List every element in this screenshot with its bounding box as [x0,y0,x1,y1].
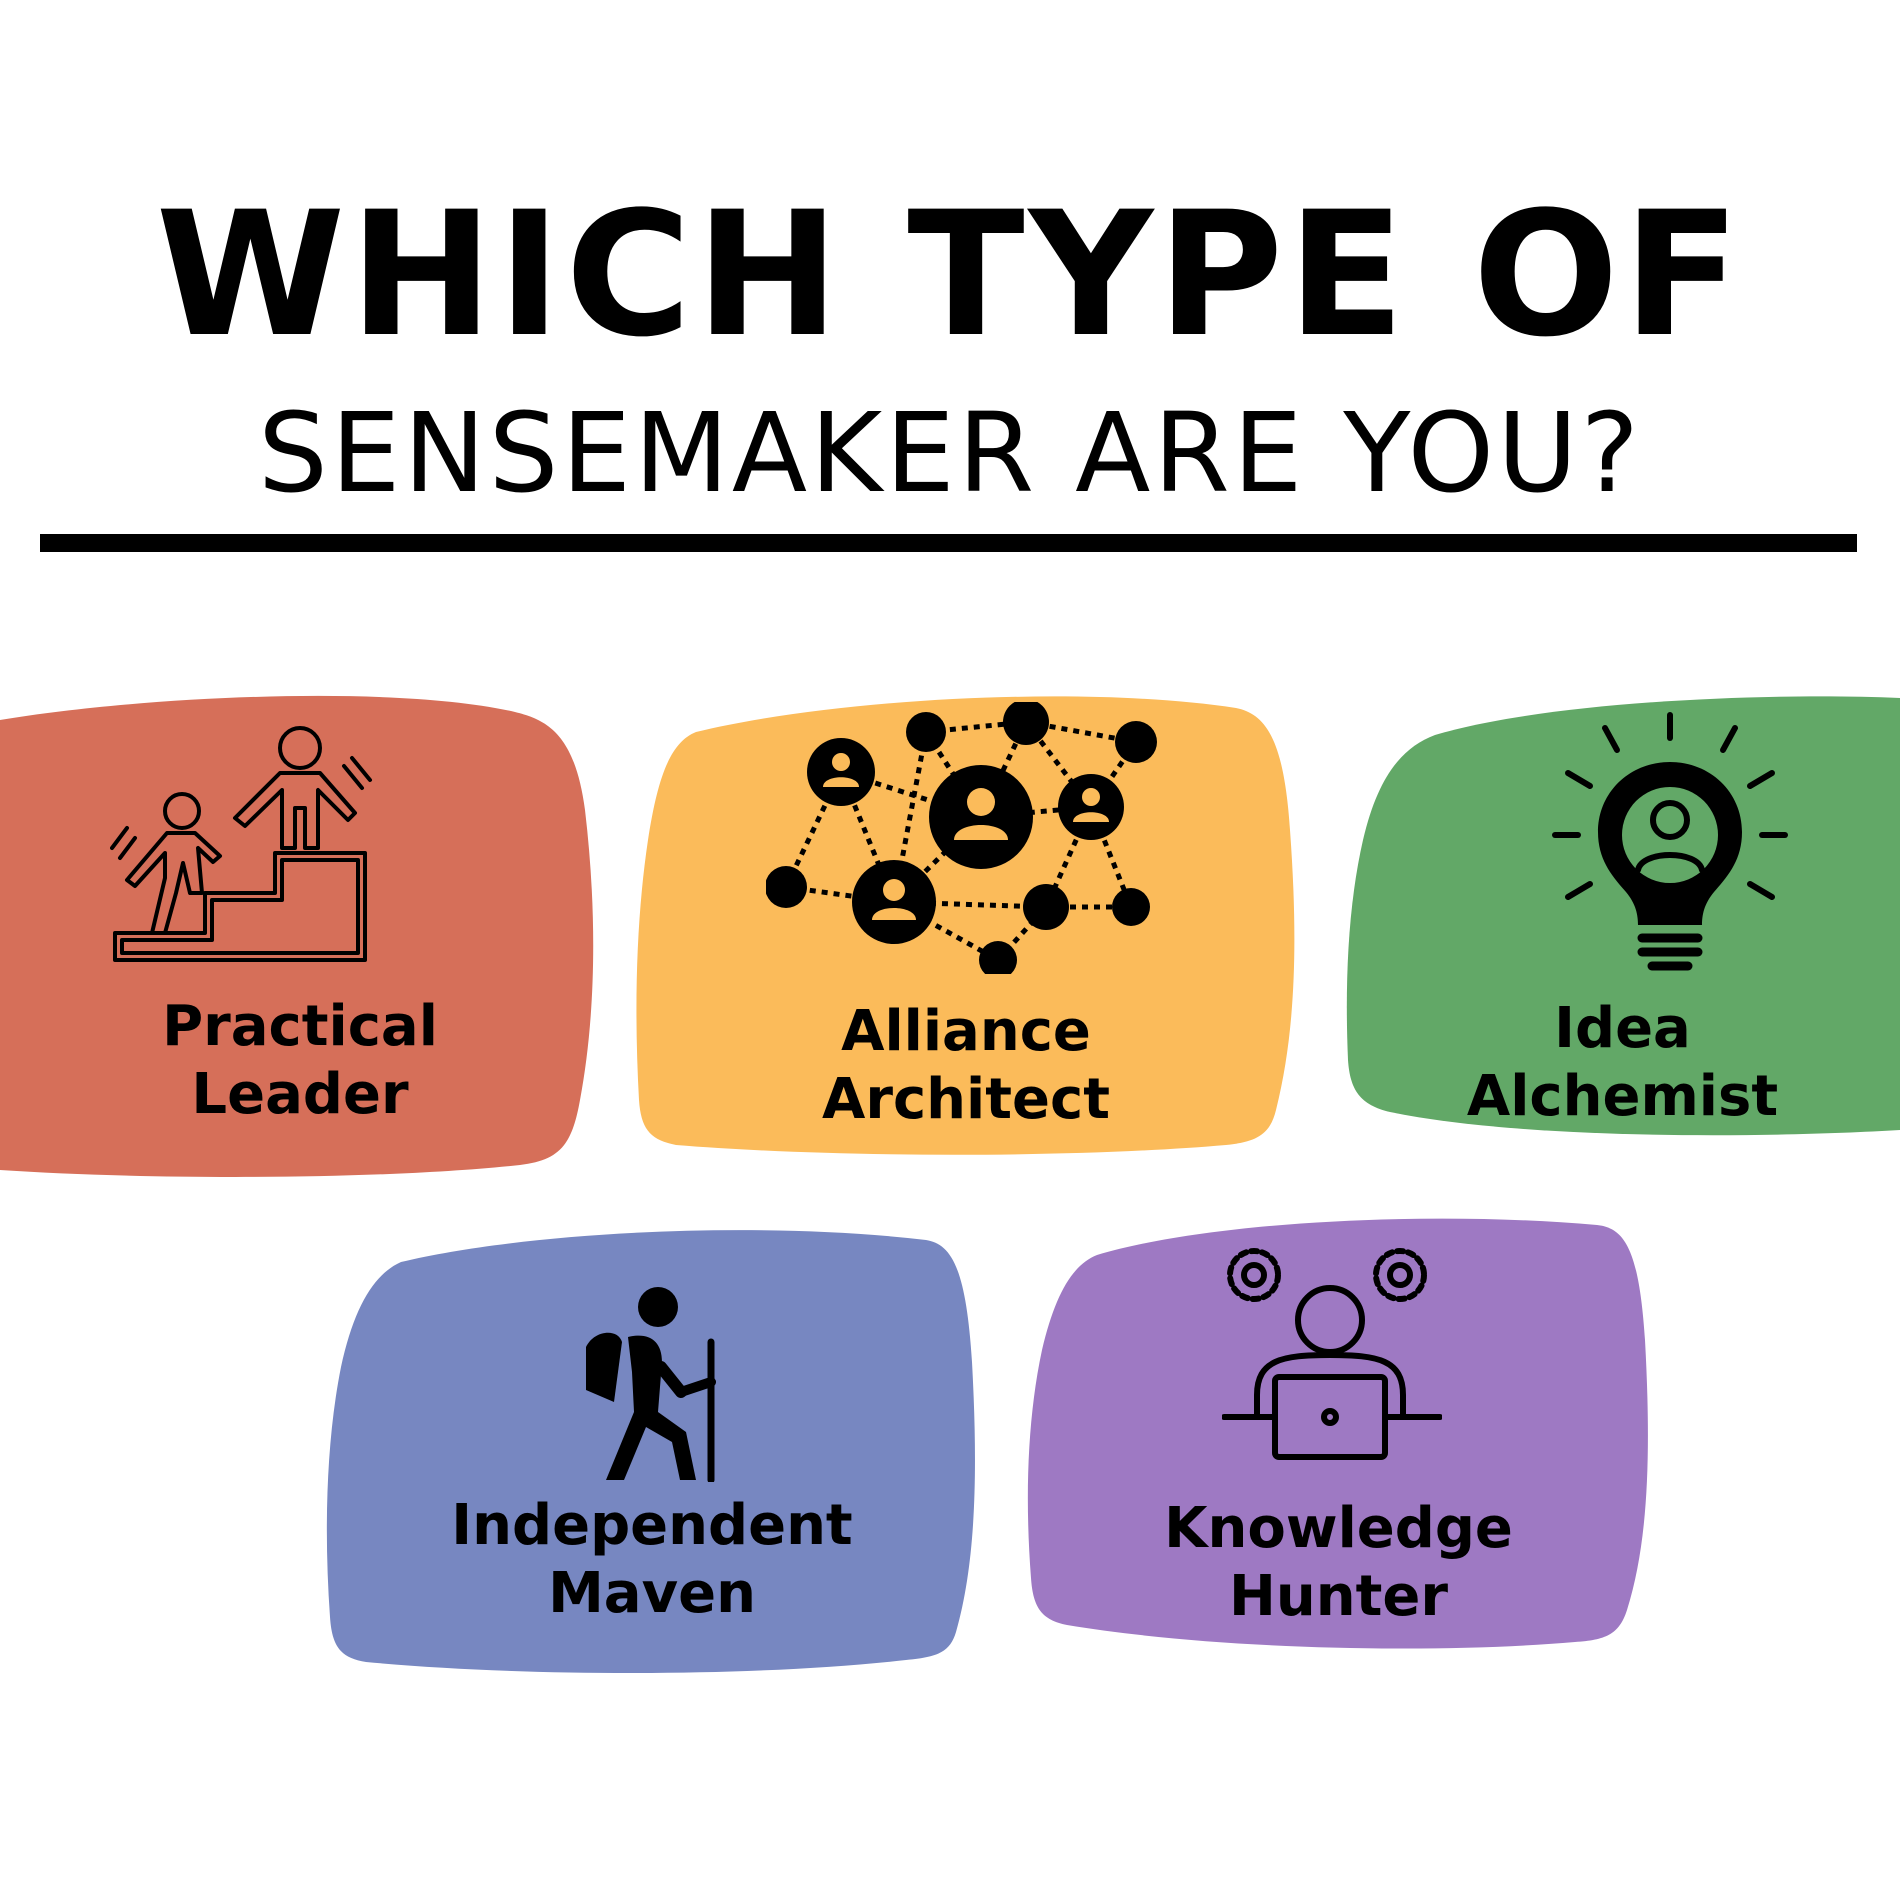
card-label-line2: Alchemist [1466,1064,1779,1129]
card-alliance-architect: Alliance Architect [636,690,1296,1155]
card-idea-alchemist: Idea Alchemist [1345,690,1900,1140]
card-label-line1: Practical [162,994,438,1059]
card-background [326,1230,975,1674]
hiker-icon [586,1287,716,1482]
title-divider [40,534,1857,552]
card-label-line1: Knowledge [1164,1496,1513,1561]
card-background [1346,696,1900,1136]
card-background [636,696,1295,1155]
page-title-line1: WHICH TYPE OF [155,174,1745,375]
card-background [1027,1218,1648,1649]
card-label-line1: Alliance [841,999,1091,1064]
card-knowledge-hunter: Knowledge Hunter [1027,1210,1650,1650]
card-practical-leader: Practical Leader [0,690,600,1180]
card-blob-shape [326,1230,975,1674]
person-laptop-gears-icon [1222,1248,1442,1460]
card-label-line2: Leader [191,1062,409,1127]
card-blob-shape [1346,696,1900,1136]
card-background [0,695,594,1177]
card-blob-shape [636,696,1295,1155]
people-network-icon [766,702,1157,974]
card-label-line2: Architect [822,1067,1110,1132]
stairs-helping-hand-icon [110,726,372,962]
card-blob-shape [1027,1218,1648,1649]
page-title-line2: SENSEMAKER ARE YOU? [258,389,1642,517]
card-label-line1: Idea [1554,996,1691,1061]
card-label-line2: Hunter [1229,1564,1448,1629]
lightbulb-person-icon [1552,712,1788,971]
card-label-line1: Independent [451,1493,853,1558]
card-blob-shape [0,695,594,1177]
card-independent-maven: Independent Maven [326,1222,978,1677]
card-label-line2: Maven [548,1561,756,1626]
